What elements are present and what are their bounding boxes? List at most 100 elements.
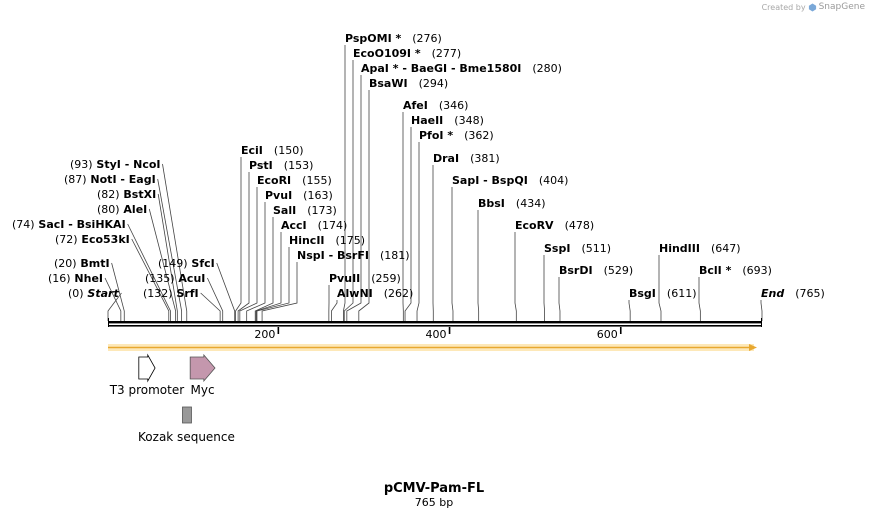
cut-site-position: (93) bbox=[70, 158, 93, 171]
cut-site-position: (346) bbox=[428, 99, 469, 112]
credit-brand: SnapGene bbox=[818, 2, 865, 12]
cut-site-label: AfeI (346) bbox=[403, 99, 468, 112]
cut-site-label: (132) SrfI bbox=[143, 287, 199, 300]
cut-site-line bbox=[558, 277, 561, 321]
cut-site-label: PvuI (163) bbox=[265, 189, 333, 202]
cut-site-position: (173) bbox=[296, 204, 337, 217]
cut-site-name: PstI bbox=[249, 159, 273, 172]
cut-site-line bbox=[658, 255, 662, 321]
cut-site-name: BsaWI bbox=[369, 77, 408, 90]
cut-site-line bbox=[343, 45, 346, 321]
snapgene-logo-icon bbox=[808, 2, 816, 12]
cut-site-position: (135) bbox=[145, 272, 175, 285]
cut-site-separator: - bbox=[447, 62, 455, 75]
scale-tick-label: 400 bbox=[426, 328, 447, 341]
cut-site-position: (529) bbox=[593, 264, 634, 277]
cut-site-label: AccI (174) bbox=[281, 219, 347, 232]
backbone-top bbox=[108, 321, 762, 324]
cut-site-label: (20) BmtI bbox=[54, 257, 110, 270]
cut-site-separator: - bbox=[64, 218, 72, 231]
cut-site-line bbox=[698, 277, 701, 321]
cut-site-name: EcoRV bbox=[515, 219, 554, 232]
cut-site-position: (434) bbox=[505, 197, 546, 210]
cut-site-position: (16) bbox=[48, 272, 71, 285]
cut-site-name: AfeI bbox=[403, 99, 428, 112]
features: T3 promoter Myc Kozak sequence bbox=[109, 353, 235, 444]
cut-site-name: BbsI bbox=[478, 197, 505, 210]
cut-site-label: (72) Eco53kI bbox=[55, 233, 130, 246]
cut-site-label: (135) AcuI bbox=[145, 272, 205, 285]
snapgene-credit: Created by SnapGene bbox=[762, 2, 865, 12]
cut-site-name: NheI bbox=[71, 272, 103, 285]
cut-site-line bbox=[543, 255, 545, 321]
cut-site-name: AlwNI bbox=[337, 287, 373, 300]
scale-tick-label: 600 bbox=[597, 328, 618, 341]
cut-site-position: (0) bbox=[68, 287, 84, 300]
cut-site-label: EcoO109I * (277) bbox=[353, 47, 461, 60]
cut-site-label: BbsI (434) bbox=[478, 197, 546, 210]
cut-site-line bbox=[107, 292, 122, 321]
cut-site-name: End bbox=[761, 287, 784, 300]
cut-site-name: AleI bbox=[120, 203, 148, 216]
cut-site-line bbox=[628, 300, 631, 321]
cut-site-label: BsrDI (529) bbox=[559, 264, 633, 277]
feature-label: Myc bbox=[191, 383, 215, 397]
cut-site-position: (132) bbox=[143, 287, 173, 300]
cut-site-label: (87) NotI - EagI bbox=[64, 173, 156, 186]
cut-site-name: PvuI bbox=[265, 189, 292, 202]
cut-site-name: SacI bbox=[35, 218, 65, 231]
cut-site-separator: - bbox=[325, 249, 333, 262]
cut-site-position: (277) bbox=[421, 47, 462, 60]
cut-site-line bbox=[256, 247, 290, 321]
cut-site-label: BclI * (693) bbox=[699, 264, 772, 277]
cut-site-position: (87) bbox=[64, 173, 87, 186]
cut-site-name: HincII bbox=[289, 234, 325, 247]
cut-site-position: (348) bbox=[443, 114, 484, 127]
cut-site-name: NotI bbox=[87, 173, 117, 186]
cut-site-position: (511) bbox=[570, 242, 611, 255]
cut-site-label: NspI - BsrFI (181) bbox=[297, 249, 410, 262]
cut-site-line bbox=[246, 202, 266, 321]
cut-site-position: (280) bbox=[521, 62, 562, 75]
plasmid-length: 765 bp bbox=[415, 496, 453, 509]
cut-site-label: (16) NheI bbox=[48, 272, 103, 285]
cut-site-position: (174) bbox=[307, 219, 348, 232]
cut-site-position: (262) bbox=[373, 287, 414, 300]
cut-site-line bbox=[162, 163, 188, 321]
cut-site-position: (362) bbox=[453, 129, 494, 142]
cut-site-name: EcoO109I * bbox=[353, 47, 421, 60]
cut-site-position: (181) bbox=[369, 249, 410, 262]
cut-site-line bbox=[343, 60, 354, 321]
cut-site-label: PspOMI * (276) bbox=[345, 32, 442, 45]
cut-site-line bbox=[235, 157, 242, 321]
orf-arrowhead-icon bbox=[749, 344, 757, 351]
myc-tag-arrow-icon bbox=[189, 353, 216, 383]
cut-site-line bbox=[261, 262, 298, 321]
cut-site-line bbox=[131, 238, 170, 321]
cut-site-line bbox=[346, 75, 362, 321]
cut-site-line bbox=[404, 127, 412, 321]
cut-site-label: (82) BstXI bbox=[97, 188, 156, 201]
cut-site-line bbox=[127, 223, 171, 321]
feature-label: Kozak sequence bbox=[138, 430, 235, 444]
cut-site-label: HindIII (647) bbox=[659, 242, 741, 255]
cut-site-label: HaeII (348) bbox=[411, 114, 484, 127]
cut-site-label: EcoRV (478) bbox=[515, 219, 594, 232]
cut-site-line bbox=[255, 232, 282, 321]
cut-site-position: (611) bbox=[656, 287, 697, 300]
cut-site-label: BsaWI (294) bbox=[369, 77, 448, 90]
cut-site-lines bbox=[104, 45, 763, 321]
cut-site-name: NcoI bbox=[129, 158, 160, 171]
cut-site-position: (74) bbox=[12, 218, 35, 231]
cut-site-position: (155) bbox=[291, 174, 332, 187]
cut-site-name: BsrDI bbox=[559, 264, 593, 277]
cut-site-label: PvuII (259) bbox=[329, 272, 401, 285]
backbone-bottom bbox=[108, 325, 762, 327]
cut-site-name: HaeII bbox=[411, 114, 443, 127]
cut-site-label: EcoRI (155) bbox=[257, 174, 332, 187]
cut-site-name: BsrFI bbox=[333, 249, 369, 262]
cut-site-line bbox=[477, 210, 480, 321]
cut-site-separator: - bbox=[479, 174, 487, 187]
cut-site-position: (82) bbox=[97, 188, 120, 201]
cut-site-name: AccI bbox=[281, 219, 307, 232]
